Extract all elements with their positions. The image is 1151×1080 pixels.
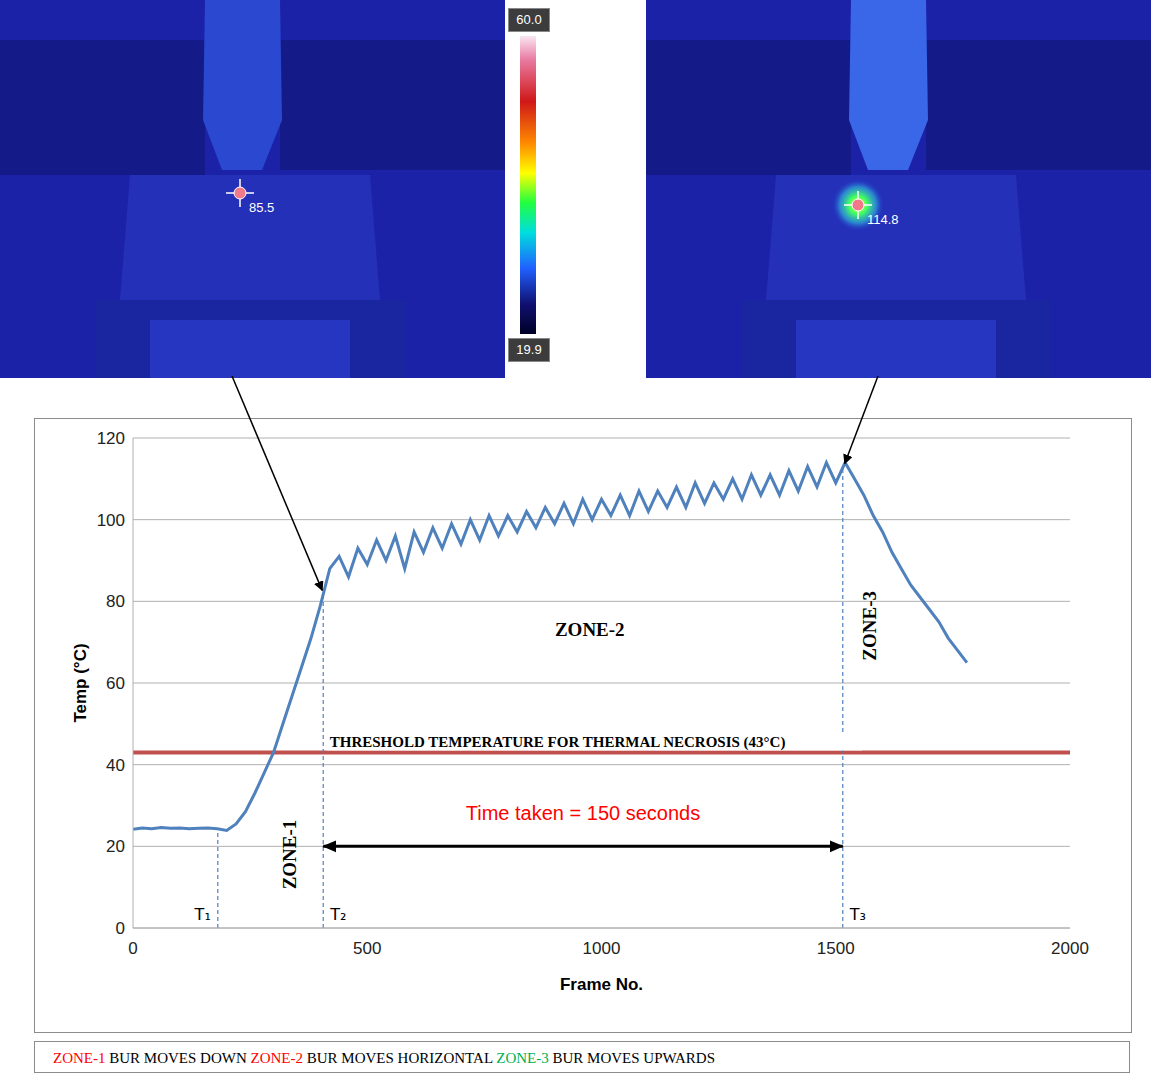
svg-text:0: 0: [128, 939, 137, 958]
svg-text:2000: 2000: [1051, 939, 1089, 958]
svg-text:Time taken = 150 seconds: Time taken = 150 seconds: [466, 802, 700, 824]
svg-text:60: 60: [106, 674, 125, 693]
svg-text:114.8: 114.8: [867, 212, 899, 227]
svg-text:Temp (°C): Temp (°C): [71, 643, 90, 722]
svg-text:80: 80: [106, 592, 125, 611]
svg-text:THRESHOLD TEMPERATURE FOR THER: THRESHOLD TEMPERATURE FOR THERMAL NECROS…: [330, 734, 786, 751]
svg-text:100: 100: [97, 511, 125, 530]
svg-text:85.5: 85.5: [249, 200, 274, 215]
svg-text:T₂: T₂: [329, 905, 346, 924]
svg-text:T₃: T₃: [849, 905, 866, 924]
html-text:ZONE-1 BUR MOVES DOWN ZONE-2 B: ZONE-1 BUR MOVES DOWN ZONE-2 BUR MOVES H…: [53, 1050, 716, 1066]
svg-text:120: 120: [97, 429, 125, 448]
html-text:60.0: 60.0: [516, 12, 542, 27]
svg-text:1000: 1000: [583, 939, 621, 958]
svg-text:ZONE-3: ZONE-3: [859, 591, 880, 661]
html-text:19.9: 19.9: [516, 342, 542, 357]
svg-text:T₁: T₁: [194, 905, 211, 924]
svg-text:500: 500: [353, 939, 381, 958]
svg-text:ZONE-2: ZONE-2: [555, 619, 625, 640]
svg-text:ZONE-1: ZONE-1: [279, 820, 300, 890]
svg-text:0: 0: [116, 919, 125, 938]
svg-text:Frame No.: Frame No.: [560, 975, 643, 994]
svg-text:20: 20: [106, 837, 125, 856]
svg-text:1500: 1500: [817, 939, 855, 958]
svg-text:40: 40: [106, 756, 125, 775]
